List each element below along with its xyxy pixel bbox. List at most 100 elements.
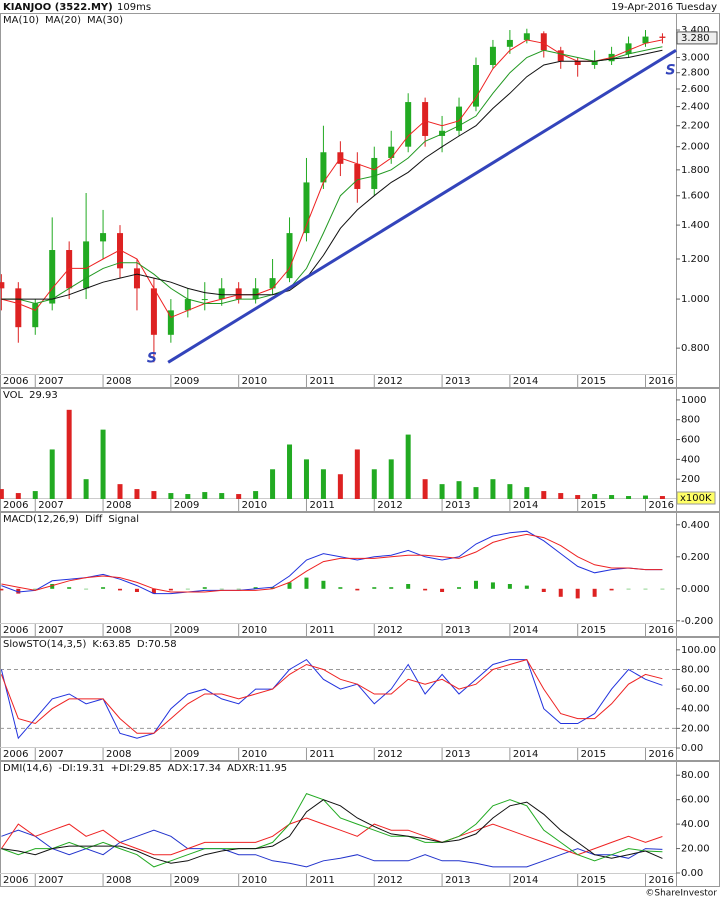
- y-tick-label: 2.200: [681, 121, 710, 132]
- histogram-bar: [321, 580, 326, 589]
- candle-body: [303, 182, 310, 234]
- candle-body: [117, 233, 124, 269]
- x-tick-label: 2009: [174, 625, 199, 636]
- volume-bar: [490, 479, 496, 499]
- candle-body: [100, 233, 107, 242]
- y-tick-label: 100.00: [681, 645, 716, 656]
- x-tick-label: 2007: [38, 625, 63, 636]
- histogram-bar: [592, 588, 597, 597]
- x-tick-label: 2015: [581, 500, 606, 511]
- y-tick-label: 20.00: [681, 723, 710, 734]
- histogram-bar: [185, 588, 190, 590]
- histogram-bar: [558, 588, 563, 597]
- y-tick-label: 0.00: [681, 868, 703, 879]
- credit: ©ShareInvestor: [645, 889, 717, 899]
- histogram-bar: [304, 577, 309, 589]
- candle-body: [235, 288, 242, 300]
- y-tick-label: 3.400: [681, 25, 710, 36]
- annotation: S: [147, 350, 157, 366]
- y-tick-label: 0.00: [681, 743, 703, 754]
- x-tick-label: 2007: [38, 749, 63, 760]
- timing: 109ms: [117, 2, 151, 13]
- histogram-bar: [541, 588, 546, 592]
- y-tick-label: 1.000: [681, 294, 710, 305]
- x-tick-label: 2012: [377, 875, 402, 886]
- x-tick-label: 2010: [242, 376, 267, 387]
- x-tick-label: 2011: [309, 875, 334, 886]
- histogram-bar: [490, 582, 495, 589]
- candle-body: [388, 146, 395, 158]
- histogram-bar: [524, 585, 529, 589]
- histogram-bar: [50, 584, 55, 589]
- legend-entry: ADXR:11.95: [227, 763, 287, 774]
- series-line: [0, 659, 663, 734]
- x-tick-label: 2015: [581, 749, 606, 760]
- histogram-bar: [355, 588, 360, 591]
- y-tick-label: 1.600: [681, 191, 710, 202]
- y-tick-label: 40.00: [681, 819, 710, 830]
- volume-bar: [642, 495, 648, 499]
- x-tick-label: 2010: [242, 749, 267, 760]
- x-tick-label: 2013: [445, 500, 470, 511]
- x-tick-label: 2011: [309, 625, 334, 636]
- x-tick-label: 2009: [174, 875, 199, 886]
- y-tick-label: 1.800: [681, 165, 710, 176]
- x-tick-label: 2014: [513, 875, 538, 886]
- volume-bar: [134, 489, 140, 499]
- x-tick-label: 2010: [242, 625, 267, 636]
- candle-body: [184, 299, 191, 311]
- candle-body: [0, 282, 5, 289]
- volume-bar: [473, 487, 479, 499]
- candle-body: [133, 268, 140, 289]
- y-tick-label: -0.200: [681, 616, 713, 627]
- volume-bar: [15, 493, 21, 499]
- legend-entry: +DI:29.85: [111, 763, 162, 774]
- last-price-box: [676, 31, 718, 45]
- x-tick-label: 2015: [581, 625, 606, 636]
- candle-body: [557, 50, 564, 62]
- histogram-bar: [423, 588, 428, 591]
- candle-body: [659, 36, 666, 38]
- volume-bar: [168, 493, 174, 499]
- histogram-bar: [270, 587, 275, 589]
- histogram-bar: [33, 588, 38, 590]
- volume-bar: [66, 409, 72, 499]
- legend-entry: 29.93: [29, 390, 58, 401]
- y-tick-label: 3.000: [681, 53, 710, 64]
- candle-body: [523, 33, 530, 40]
- legend-entry: MA(30): [87, 15, 123, 26]
- series-line: [1, 792, 663, 868]
- y-tick-label: 60.00: [681, 684, 710, 695]
- y-tick-label: 1.400: [681, 220, 710, 231]
- volume-bar: [422, 479, 428, 499]
- x-tick-label: 2016: [648, 500, 673, 511]
- x-tick-label: 2009: [174, 376, 199, 387]
- histogram-bar: [457, 587, 462, 589]
- volume-bar: [236, 494, 242, 499]
- x-tick-label: 2014: [513, 376, 538, 387]
- x-tick-label: 2006: [3, 376, 28, 387]
- x-tick-label: 2014: [513, 500, 538, 511]
- x-tick-label: 2012: [377, 625, 402, 636]
- candle-body: [252, 288, 259, 300]
- series-line: [0, 817, 663, 856]
- volume-bar: [83, 479, 89, 499]
- histogram-bar: [389, 587, 394, 589]
- x-tick-label: 2013: [445, 749, 470, 760]
- histogram-bar: [440, 588, 445, 592]
- x-tick-label: 2008: [106, 376, 131, 387]
- series-line: [1, 46, 663, 305]
- histogram-bar: [118, 588, 123, 591]
- x-tick-label: 2008: [106, 875, 131, 886]
- volume-bar: [303, 459, 309, 499]
- y-tick-label: 400: [681, 454, 700, 465]
- y-tick-label: 600: [681, 435, 700, 446]
- x-tick-label: 2016: [648, 625, 673, 636]
- candle-body: [506, 39, 513, 47]
- histogram-bar: [626, 588, 631, 590]
- histogram-bar: [338, 587, 343, 589]
- volume-bar: [287, 444, 293, 499]
- legend-entry: Diff: [85, 514, 103, 525]
- x-tick-label: 2016: [648, 875, 673, 886]
